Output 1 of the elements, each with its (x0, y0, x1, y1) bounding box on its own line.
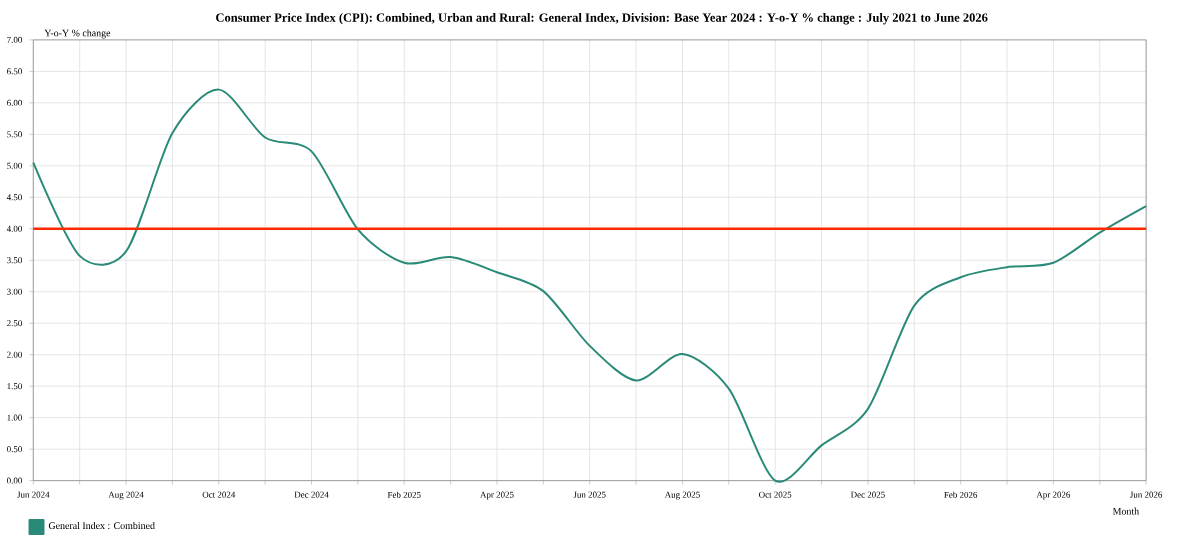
line-series (32, 88, 1148, 483)
